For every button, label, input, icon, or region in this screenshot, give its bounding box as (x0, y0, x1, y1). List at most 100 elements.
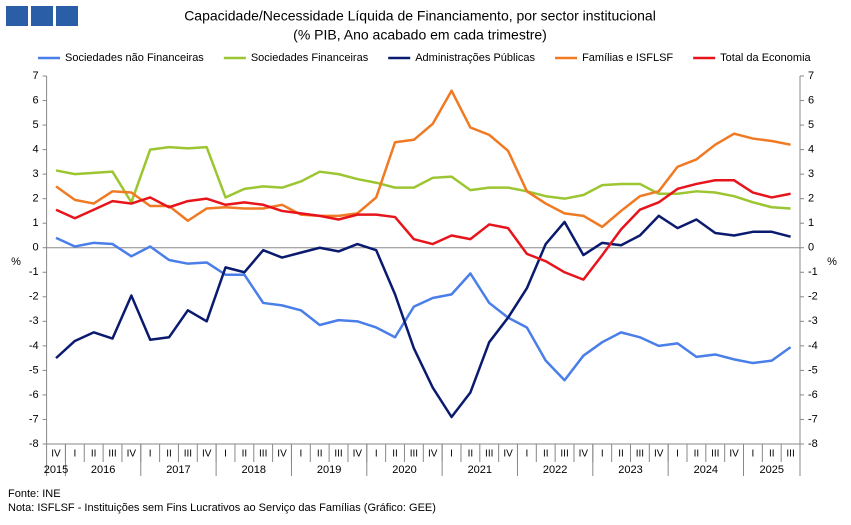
logo-block (31, 6, 53, 26)
y-axis-label: % (11, 256, 21, 268)
x-tick-label: I (375, 449, 378, 460)
legend-label: Famílias e ISFLSF (582, 52, 673, 64)
y2-tick-label: -2 (808, 291, 818, 303)
x-tick-label: IV (353, 449, 363, 460)
y-tick-label: 4 (32, 144, 38, 156)
year-label: 2021 (468, 464, 492, 476)
y2-axis-label: % (827, 256, 837, 268)
legend-label: Sociedades não Financeiras (65, 52, 204, 64)
y2-tick-label: -3 (808, 315, 818, 327)
x-tick-label: II (317, 449, 323, 460)
y-tick-label: -7 (29, 413, 39, 425)
x-tick-label: II (242, 449, 248, 460)
y2-tick-label: 6 (808, 94, 814, 106)
y-tick-label: 3 (32, 168, 38, 180)
year-label: 2018 (242, 464, 266, 476)
y2-tick-label: -4 (808, 340, 818, 352)
x-tick-label: III (259, 449, 267, 460)
y-tick-label: -6 (29, 389, 39, 401)
y2-tick-label: -7 (808, 413, 818, 425)
year-label: 2017 (166, 464, 190, 476)
x-tick-label: I (601, 449, 604, 460)
y2-tick-label: -8 (808, 438, 818, 450)
x-tick-label: IV (503, 449, 513, 460)
x-tick-label: I (73, 449, 76, 460)
series-line (55, 236, 792, 382)
x-tick-label: IV (729, 449, 739, 460)
footnote: Nota: ISFLSF - Instituições sem Fins Luc… (8, 502, 436, 514)
x-tick-label: II (618, 449, 624, 460)
y-tick-label: -2 (29, 291, 39, 303)
x-tick-label: II (392, 449, 398, 460)
x-tick-label: I (149, 449, 152, 460)
y-tick-label: 6 (32, 94, 38, 106)
legend-label: Total da Economia (720, 52, 811, 64)
x-tick-label: III (334, 449, 342, 460)
logo-block (56, 6, 78, 26)
y-tick-label: -4 (29, 340, 39, 352)
x-tick-label: I (526, 449, 529, 460)
x-tick-label: III (485, 449, 493, 460)
y-tick-label: 5 (32, 119, 38, 131)
series-line (55, 145, 791, 210)
y2-tick-label: 4 (808, 144, 814, 156)
y2-tick-label: -1 (808, 266, 818, 278)
x-tick-label: IV (277, 449, 287, 460)
y-tick-label: 7 (32, 70, 38, 82)
x-tick-label: II (166, 449, 172, 460)
year-label: 2023 (618, 464, 642, 476)
x-tick-label: IV (202, 449, 212, 460)
y-tick-label: -8 (29, 438, 39, 450)
year-label: 2016 (91, 464, 115, 476)
x-tick-label: III (636, 449, 644, 460)
y-tick-label: -3 (29, 315, 39, 327)
year-label: 2025 (760, 464, 784, 476)
y-tick-label: -5 (29, 364, 39, 376)
y2-tick-label: 2 (808, 193, 814, 205)
y2-tick-label: 7 (808, 70, 814, 82)
logo-block (6, 6, 28, 26)
x-tick-label: I (224, 449, 227, 460)
year-label: 2020 (392, 464, 416, 476)
x-tick-label: IV (654, 449, 664, 460)
y-tick-label: -1 (29, 266, 39, 278)
y2-tick-label: 0 (808, 242, 814, 254)
legend-label: Administrações Públicas (415, 52, 535, 64)
chart-subtitle: (% PIB, Ano acabado em cada trimestre) (293, 27, 547, 43)
year-label: 2024 (694, 464, 718, 476)
x-tick-label: III (560, 449, 568, 460)
year-label: 2019 (317, 464, 341, 476)
x-tick-label: I (752, 449, 755, 460)
x-tick-label: II (694, 449, 700, 460)
x-tick-label: IV (579, 449, 589, 460)
source-note: Fonte: INE (8, 488, 61, 500)
x-tick-label: III (711, 449, 719, 460)
year-label: 2022 (543, 464, 567, 476)
x-tick-label: III (786, 449, 794, 460)
x-tick-label: IV (428, 449, 438, 460)
y-tick-label: 0 (32, 242, 38, 254)
x-tick-label: II (468, 449, 474, 460)
x-tick-label: III (410, 449, 418, 460)
y2-tick-label: -5 (808, 364, 818, 376)
year-label: 2015 (44, 464, 68, 476)
x-tick-label: I (450, 449, 453, 460)
x-tick-label: III (108, 449, 116, 460)
x-tick-label: I (299, 449, 302, 460)
y-tick-label: 1 (32, 217, 38, 229)
series-line (55, 214, 791, 419)
y2-tick-label: 5 (808, 119, 814, 131)
series-line (55, 89, 791, 229)
x-tick-label: III (184, 449, 192, 460)
x-tick-label: II (91, 449, 97, 460)
x-tick-label: IV (127, 449, 137, 460)
x-tick-label: II (769, 449, 775, 460)
x-tick-label: II (543, 449, 549, 460)
x-tick-label: I (676, 449, 679, 460)
y2-tick-label: 3 (808, 168, 814, 180)
x-tick-label: IV (51, 449, 61, 460)
y-tick-label: 2 (32, 193, 38, 205)
y2-tick-label: -6 (808, 389, 818, 401)
